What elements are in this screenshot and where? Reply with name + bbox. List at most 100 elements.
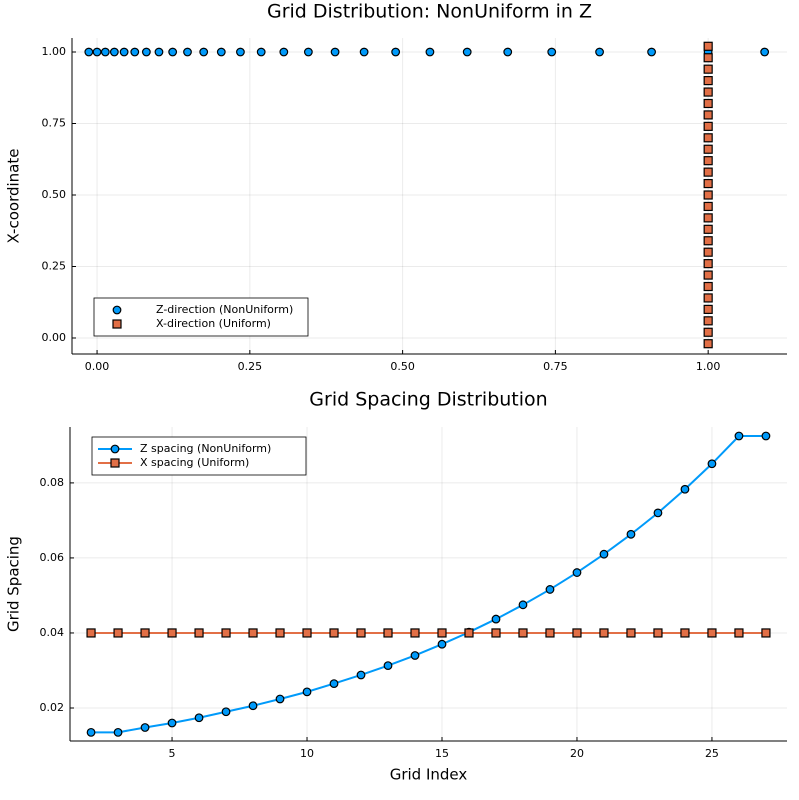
x-tick-label: 10 bbox=[300, 747, 314, 760]
marker bbox=[410, 628, 420, 638]
marker bbox=[140, 628, 150, 638]
marker bbox=[647, 47, 656, 57]
marker bbox=[703, 133, 713, 143]
marker bbox=[703, 247, 713, 257]
marker bbox=[275, 628, 285, 638]
marker bbox=[356, 670, 366, 680]
marker bbox=[703, 236, 713, 246]
marker bbox=[154, 47, 164, 57]
marker bbox=[707, 459, 717, 469]
marker bbox=[653, 628, 663, 638]
legend-label: Z spacing (NonUniform) bbox=[140, 442, 271, 455]
marker bbox=[703, 178, 713, 189]
x-tick-label: 0.75 bbox=[543, 360, 568, 373]
marker bbox=[703, 213, 713, 223]
marker bbox=[216, 47, 226, 57]
marker bbox=[703, 87, 713, 97]
marker bbox=[86, 727, 96, 737]
marker bbox=[100, 47, 110, 57]
x-tick-label: 25 bbox=[705, 747, 719, 760]
marker bbox=[256, 47, 266, 57]
marker bbox=[302, 687, 312, 697]
y-tick-label: 0.08 bbox=[40, 476, 65, 489]
marker bbox=[703, 64, 713, 74]
marker bbox=[703, 201, 713, 212]
marker bbox=[761, 431, 771, 441]
marker bbox=[167, 628, 177, 638]
marker bbox=[491, 614, 501, 624]
marker bbox=[626, 529, 636, 539]
marker bbox=[703, 98, 713, 109]
marker bbox=[462, 47, 472, 57]
marker bbox=[703, 53, 713, 63]
marker bbox=[113, 727, 123, 737]
marker bbox=[130, 47, 140, 57]
y-tick-label: 0.50 bbox=[42, 188, 67, 201]
legend: Z-direction (NonUniform)X-direction (Uni… bbox=[93, 297, 309, 337]
marker bbox=[109, 47, 119, 57]
marker bbox=[194, 628, 204, 638]
marker bbox=[703, 144, 713, 154]
marker bbox=[703, 156, 713, 166]
marker bbox=[110, 444, 120, 454]
marker bbox=[703, 121, 713, 131]
y-tick-label: 0.00 bbox=[42, 331, 67, 344]
x-tick-label: 20 bbox=[570, 747, 584, 760]
marker bbox=[703, 110, 713, 120]
marker bbox=[707, 628, 717, 638]
marker bbox=[112, 319, 122, 329]
marker bbox=[491, 628, 501, 638]
marker bbox=[703, 167, 713, 177]
marker bbox=[437, 639, 447, 649]
marker bbox=[119, 47, 129, 57]
marker bbox=[545, 628, 555, 638]
marker bbox=[703, 327, 713, 337]
legend-label: Z-direction (NonUniform) bbox=[156, 303, 293, 316]
marker bbox=[464, 628, 474, 638]
marker bbox=[703, 76, 713, 86]
marker bbox=[760, 47, 770, 57]
y-axis-label: X-coordinate bbox=[5, 149, 23, 244]
legend: Z spacing (NonUniform)X spacing (Uniform… bbox=[91, 436, 307, 476]
marker bbox=[383, 628, 393, 638]
marker bbox=[703, 259, 713, 269]
series-line bbox=[91, 435, 766, 734]
marker bbox=[199, 47, 209, 57]
marker bbox=[518, 628, 528, 638]
marker bbox=[703, 224, 713, 234]
marker bbox=[86, 628, 96, 638]
y-tick-label: 0.75 bbox=[42, 117, 67, 130]
y-tick-label: 0.04 bbox=[40, 626, 65, 639]
marker bbox=[141, 47, 151, 57]
marker bbox=[410, 651, 420, 660]
subplot: Grid Distribution: NonUniform in Z X-coor… bbox=[5, 1, 787, 373]
marker bbox=[653, 508, 663, 518]
marker bbox=[329, 679, 339, 689]
marker bbox=[221, 707, 231, 717]
y-tick-label: 0.02 bbox=[40, 701, 65, 714]
legend-label: X-direction (Uniform) bbox=[156, 317, 271, 330]
marker bbox=[703, 190, 713, 200]
y-tick-label: 0.25 bbox=[42, 259, 67, 272]
y-axis-label: Grid Spacing bbox=[5, 536, 23, 632]
marker bbox=[703, 339, 713, 349]
marker bbox=[391, 47, 401, 57]
x-axis-label: Grid Index bbox=[390, 766, 468, 784]
marker bbox=[518, 600, 528, 610]
marker bbox=[545, 585, 555, 594]
x-tick-label: 0.50 bbox=[390, 360, 415, 373]
marker bbox=[680, 484, 690, 494]
marker bbox=[572, 568, 582, 577]
y-tick-label: 1.00 bbox=[42, 45, 67, 58]
marker bbox=[112, 305, 122, 315]
marker bbox=[572, 628, 582, 638]
marker bbox=[437, 628, 447, 638]
marker bbox=[194, 713, 204, 723]
marker bbox=[599, 549, 609, 559]
marker bbox=[734, 431, 744, 441]
marker bbox=[221, 628, 231, 638]
marker bbox=[359, 47, 369, 57]
marker bbox=[680, 628, 690, 638]
marker bbox=[303, 47, 313, 57]
